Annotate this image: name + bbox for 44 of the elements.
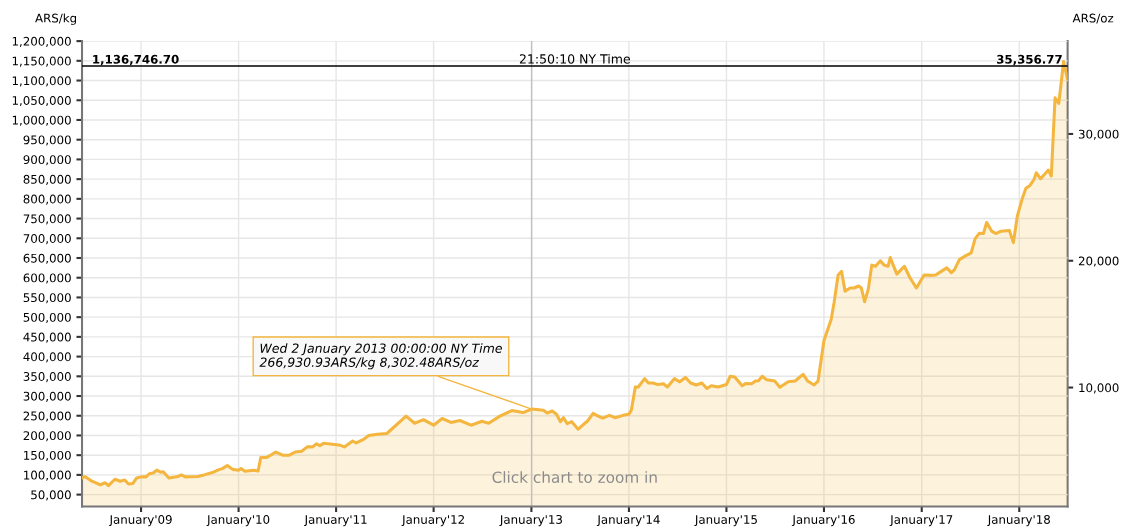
- x-tick-label: January'15: [694, 515, 757, 527]
- x-tick-label: January'17: [889, 515, 953, 527]
- y-tick-label: 850,000: [23, 174, 71, 185]
- y-tick-label: 150,000: [24, 450, 71, 462]
- y-tick-label: 550,000: [23, 293, 71, 304]
- annotation: Wed 2 January 2013 00:00:00 NY Time 266,930.93ARS/kg 8,302.48ARS/oz: [259, 343, 502, 370]
- x-tick-label: January'16: [791, 514, 855, 527]
- y-tick-label: 1,200,000: [12, 36, 71, 47]
- y2-axis-title: ARS/oz: [1072, 13, 1114, 24]
- y-tick-label: 500,000: [23, 312, 71, 324]
- x-tick-label: January'11: [303, 515, 367, 527]
- y-tick-label: 950,000: [23, 135, 71, 146]
- x-tick-label: January'18: [987, 514, 1050, 527]
- y-tick-label: 800,000: [23, 194, 71, 205]
- y2-tick-label: 10,000: [1079, 383, 1119, 394]
- annotation: 21:50:10 NY Time: [519, 53, 630, 64]
- y-tick-label: 300,000: [23, 391, 71, 402]
- y-tick-label: 650,000: [23, 253, 71, 264]
- x-tick-label: January'12: [401, 514, 464, 527]
- x-tick-label: January'13: [499, 514, 562, 527]
- y-tick-label: 1,050,000: [12, 95, 71, 107]
- x-tick-label: January'09: [108, 514, 172, 527]
- y2-tick-label: 20,000: [1078, 256, 1119, 267]
- x-tick-label: January'10: [206, 514, 270, 527]
- y-tick-label: 1,000,000: [12, 115, 71, 126]
- annotation: 35,356.77: [997, 54, 1062, 66]
- x-tick-label: January'14: [596, 515, 660, 527]
- y-tick-label: 750,000: [23, 214, 71, 225]
- y-tick-label: 600,000: [23, 273, 71, 284]
- y-tick-label: 50,000: [31, 490, 71, 501]
- ref-line-label: 1,136,746.70: [93, 54, 179, 66]
- y-tick-label: 400,000: [23, 352, 71, 363]
- y-tick-label: 700,000: [23, 234, 71, 245]
- y-tick-label: 450,000: [23, 332, 71, 343]
- annotation: Click chart to zoom in: [492, 471, 657, 483]
- y-tick-label: 1,150,000: [12, 56, 71, 67]
- y-tick-label: 1,100,000: [12, 76, 71, 87]
- y-tick-label: 350,000: [23, 372, 71, 383]
- y-tick-label: 100,000: [24, 470, 71, 481]
- y2-tick-label: 30,000: [1078, 129, 1119, 140]
- y-tick-label: 900,000: [23, 155, 71, 166]
- y-tick-label: 200,000: [23, 431, 71, 442]
- y-axis-title: ARS/kg: [35, 13, 77, 25]
- y-tick-label: 250,000: [23, 411, 71, 422]
